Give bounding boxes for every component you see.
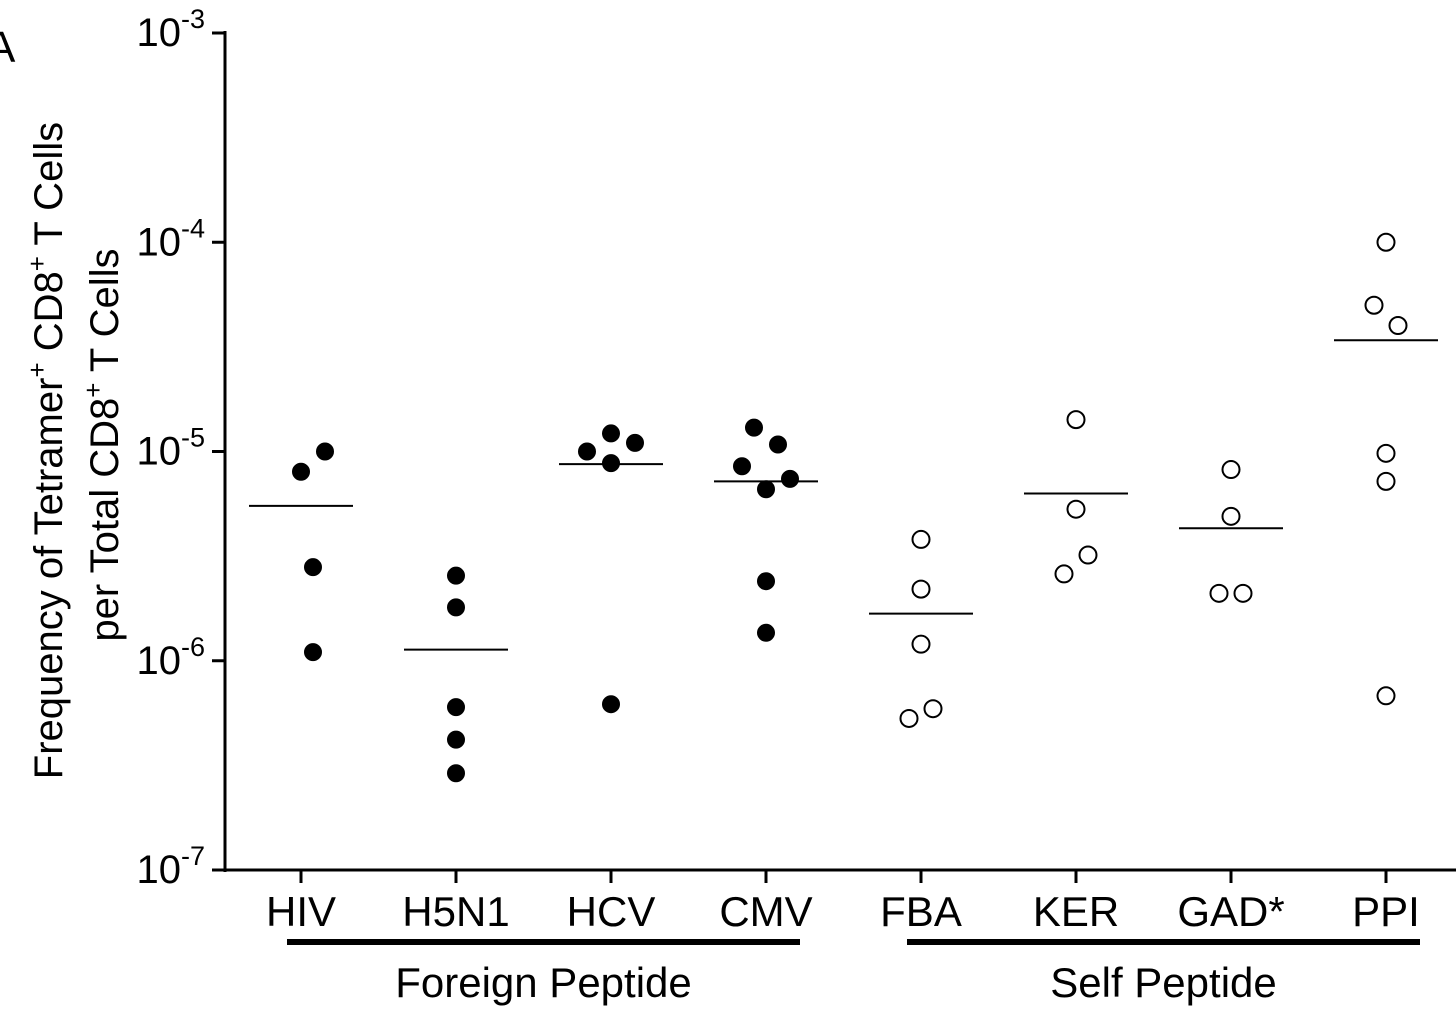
data-point	[1209, 583, 1229, 603]
data-point	[757, 572, 775, 591]
data-point	[1054, 564, 1074, 584]
chart-marks	[249, 232, 1438, 783]
group-label: Foreign Peptide	[395, 959, 692, 1006]
data-point	[1376, 443, 1396, 463]
y-label-part: per Total CD8	[83, 398, 127, 642]
data-point	[447, 764, 465, 783]
y-tick-label: 10-4	[136, 213, 205, 264]
y-label-part: T Cells	[83, 248, 127, 382]
data-point	[602, 424, 620, 443]
data-point	[923, 699, 943, 719]
data-point	[745, 418, 763, 437]
x-tick-label: HCV	[567, 888, 656, 935]
x-tick-label: CMV	[719, 888, 812, 935]
data-point	[602, 454, 620, 473]
data-point	[1066, 410, 1086, 430]
axes: 10-3 10-4 10-5 10-6 10-7 HIV H5N1 HCV CMV FBA KER G…	[136, 4, 1456, 1006]
y-tick-label: 10-7	[136, 841, 205, 892]
data-point	[447, 566, 465, 585]
data-point	[1376, 232, 1396, 252]
x-tick-label: FBA	[880, 888, 962, 935]
x-tick-label: HIV	[266, 888, 336, 935]
x-tick-label: KER	[1033, 888, 1119, 935]
y-label-part: T Cells	[27, 122, 71, 256]
data-point	[1376, 471, 1396, 491]
y-tick-label: 10-3	[136, 4, 205, 55]
data-point	[447, 598, 465, 617]
data-point	[1376, 686, 1396, 706]
data-point	[1364, 295, 1384, 315]
data-point	[304, 558, 322, 577]
data-point	[626, 433, 644, 452]
data-point	[911, 529, 931, 549]
y-label-sup: +	[22, 256, 52, 271]
data-point	[1233, 583, 1253, 603]
data-point	[911, 579, 931, 599]
data-point	[316, 442, 334, 461]
data-point	[602, 695, 620, 714]
y-label-sup: +	[22, 362, 52, 377]
data-point	[781, 469, 799, 488]
y-label-part: Frequency of Tetramer	[27, 378, 71, 780]
data-point	[447, 698, 465, 717]
x-tick-label: GAD*	[1177, 888, 1284, 935]
data-point	[447, 730, 465, 749]
data-point	[757, 480, 775, 499]
x-tick-label: H5N1	[402, 888, 509, 935]
data-point	[304, 643, 322, 662]
data-point	[899, 708, 919, 728]
y-label-sup: +	[78, 383, 108, 398]
y-axis-label: Frequency of Tetramer+ CD8+ T Cells per …	[22, 111, 127, 779]
data-point	[292, 462, 310, 481]
y-tick-label: 10-6	[136, 632, 205, 683]
panel-label: A	[0, 23, 16, 72]
data-point	[1066, 499, 1086, 519]
y-tick-label: 10-5	[136, 423, 205, 474]
data-point	[733, 457, 751, 476]
y-label-part: CD8	[27, 271, 71, 362]
data-point	[1221, 506, 1241, 526]
data-point	[1078, 545, 1098, 565]
data-point	[1388, 316, 1408, 336]
data-point	[769, 435, 787, 454]
data-point	[1221, 460, 1241, 480]
data-point	[578, 442, 596, 461]
data-point	[911, 634, 931, 654]
x-tick-label: PPI	[1352, 888, 1420, 935]
group-label: Self Peptide	[1050, 959, 1277, 1006]
data-point	[757, 623, 775, 642]
